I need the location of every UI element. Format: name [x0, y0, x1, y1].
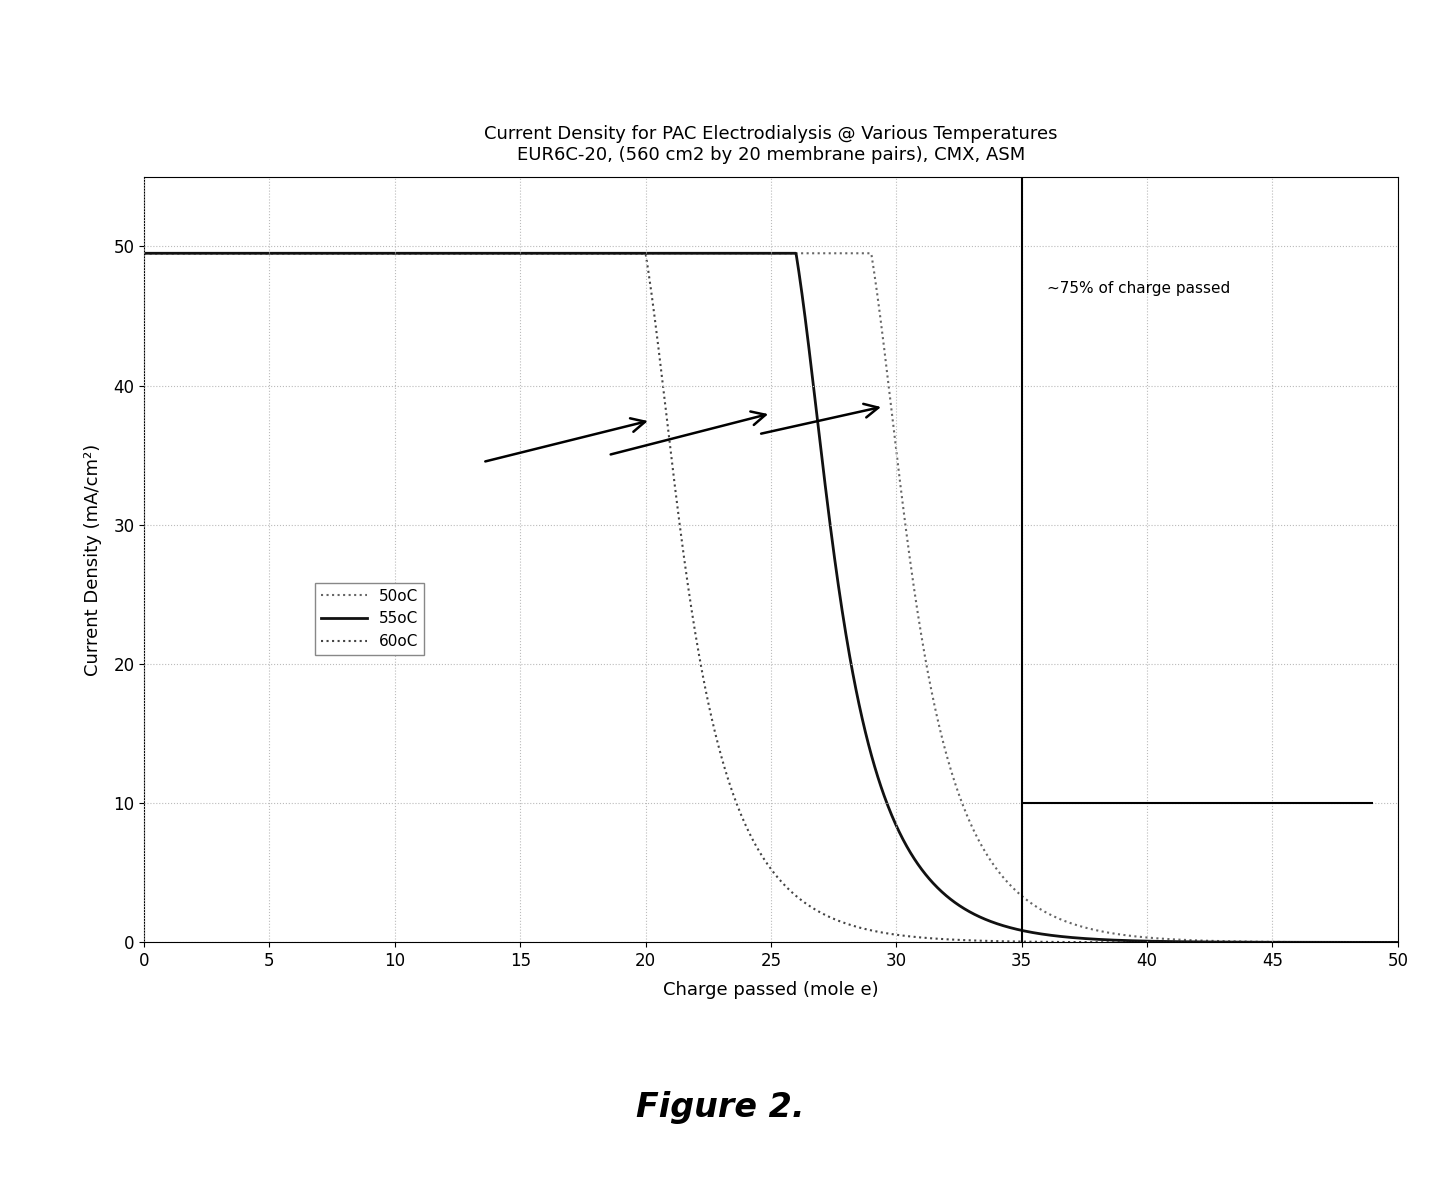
55oC	[1123, 934, 1140, 948]
X-axis label: Charge passed (mole e): Charge passed (mole e)	[663, 981, 879, 999]
50oC	[1353, 935, 1370, 949]
55oC	[1353, 935, 1370, 949]
60oC	[1353, 935, 1370, 949]
Title: Current Density for PAC Electrodialysis @ Various Temperatures
EUR6C-20, (560 cm: Current Density for PAC Electrodialysis …	[484, 125, 1058, 164]
55oC	[1353, 935, 1370, 949]
60oC	[745, 835, 762, 849]
50oC	[135, 246, 153, 260]
Y-axis label: Current Density (mA/cm²): Current Density (mA/cm²)	[84, 443, 102, 676]
55oC	[712, 246, 729, 260]
60oC	[1353, 935, 1370, 949]
55oC	[137, 246, 154, 260]
60oC	[200, 246, 218, 260]
Legend: 50oC, 55oC, 60oC: 50oC, 55oC, 60oC	[314, 582, 424, 655]
60oC	[1389, 935, 1406, 949]
55oC	[1389, 935, 1406, 949]
55oC	[200, 246, 218, 260]
55oC	[135, 246, 153, 260]
Line: 50oC: 50oC	[144, 253, 1398, 942]
60oC	[138, 246, 156, 260]
50oC	[745, 246, 762, 260]
Text: ~75% of charge passed: ~75% of charge passed	[1046, 280, 1231, 296]
50oC	[1353, 935, 1370, 949]
50oC	[199, 246, 216, 260]
60oC	[712, 748, 729, 762]
50oC	[1389, 935, 1406, 949]
60oC	[135, 246, 153, 260]
Line: 60oC: 60oC	[144, 253, 1398, 942]
50oC	[712, 246, 729, 260]
Line: 55oC: 55oC	[144, 253, 1398, 942]
60oC	[1123, 935, 1140, 949]
50oC	[212, 246, 229, 260]
Text: Figure 2.: Figure 2.	[637, 1091, 804, 1124]
55oC	[745, 246, 762, 260]
50oC	[1123, 929, 1140, 944]
